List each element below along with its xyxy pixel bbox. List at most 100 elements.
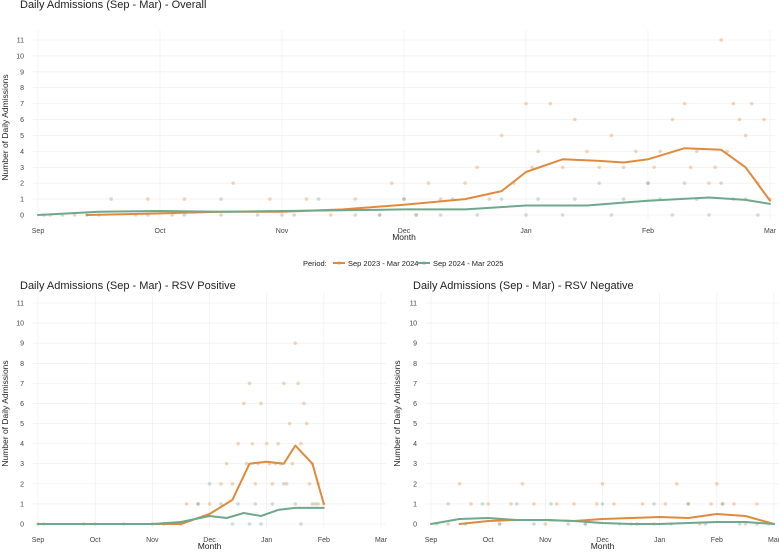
data-point (524, 213, 528, 217)
data-point (554, 502, 559, 506)
data-point (259, 401, 263, 406)
data-point (707, 181, 711, 185)
data-point (480, 502, 485, 506)
legend: Period: Sep 2023 - Mar 2024 Sep 2024 - Mar… (303, 259, 503, 268)
data-point (514, 502, 519, 506)
data-point (219, 197, 223, 201)
data-point (573, 197, 577, 201)
data-point (600, 482, 605, 486)
panel-rsv-positive: Daily Admissions (Sep - Mar) - RSV Posit… (0, 280, 388, 551)
data-point (253, 482, 258, 486)
legend-item-label: Sep 2023 - Mar 2024 (348, 259, 418, 268)
data-point (640, 502, 645, 506)
data-point (244, 461, 249, 466)
data-point (414, 213, 419, 217)
data-point (583, 522, 588, 526)
y-tick-label: 7 (413, 381, 417, 388)
data-point (247, 381, 252, 386)
y-tick-label: 0 (20, 522, 24, 529)
trend-line (430, 517, 775, 525)
x-tick-label: Dec (398, 228, 411, 235)
data-point (290, 461, 295, 466)
data-point (686, 502, 691, 506)
data-point (353, 213, 358, 217)
y-tick-label: 0 (20, 213, 24, 220)
y-tick-label: 5 (413, 421, 417, 428)
y-tick-label: 1 (20, 197, 24, 204)
y-tick-label: 5 (20, 421, 24, 428)
y-tick-label: 1 (20, 501, 24, 508)
data-point (302, 401, 306, 406)
data-point (446, 522, 450, 526)
data-point (756, 213, 760, 217)
data-point (247, 522, 252, 526)
data-point (146, 197, 150, 201)
data-point (230, 522, 235, 526)
data-point (524, 101, 528, 106)
y-tick-label: 10 (16, 53, 24, 60)
data-point (499, 133, 504, 138)
data-point (287, 421, 292, 426)
data-point (438, 213, 443, 217)
x-tick-label: Feb (642, 228, 654, 235)
data-point (270, 482, 275, 486)
data-point (634, 149, 638, 154)
data-point (737, 522, 742, 526)
data-point (743, 522, 748, 526)
chart-title: Daily Admissions (Sep - Mar) - RSV Negat… (413, 280, 634, 292)
data-point (737, 117, 742, 122)
trend-line (37, 196, 771, 216)
data-point (566, 522, 570, 526)
y-tick-label: 8 (20, 85, 24, 92)
y-tick-label: 9 (413, 341, 417, 348)
y-tick-label: 6 (20, 117, 24, 124)
y-tick-label: 0 (413, 522, 417, 529)
data-point (536, 149, 540, 154)
y-tick-label: 3 (20, 461, 24, 468)
data-point (597, 181, 601, 185)
x-tick-label: Feb (318, 537, 330, 544)
data-point (743, 133, 748, 138)
data-point (707, 213, 711, 217)
x-axis-label: Month (591, 541, 615, 551)
data-point (755, 502, 759, 506)
data-point (486, 502, 490, 506)
data-point (463, 181, 467, 185)
data-point (487, 197, 492, 201)
data-point (282, 482, 286, 486)
legend-swatch-point (422, 261, 426, 265)
data-point (293, 341, 298, 345)
y-axis-label: Number of Daily Admissions (0, 360, 10, 466)
data-point (725, 149, 730, 154)
chart-title: Daily Admissions (Sep - Mar) - RSV Posit… (20, 280, 236, 292)
data-point (713, 165, 717, 170)
x-tick-label: Nov (539, 537, 552, 544)
data-point (720, 502, 725, 506)
x-tick-label: Oct (483, 537, 494, 544)
x-tick-label: Mar (764, 228, 777, 235)
data-point (585, 149, 589, 154)
y-tick-label: 10 (409, 321, 417, 328)
y-tick-label: 11 (410, 301, 417, 308)
legend-item-label: Sep 2024 - Mar 2025 (433, 259, 503, 268)
data-point (296, 381, 300, 386)
data-point (293, 502, 298, 506)
data-point (219, 502, 223, 506)
data-point (426, 181, 431, 185)
x-tick-label: Dec (203, 537, 216, 544)
data-point (732, 502, 736, 506)
data-point (560, 165, 565, 170)
data-point (414, 213, 419, 217)
data-point (688, 165, 693, 170)
data-point (652, 502, 656, 506)
data-point (600, 502, 605, 506)
data-point (720, 502, 725, 506)
data-point (762, 117, 766, 122)
data-point (652, 165, 656, 170)
data-point (280, 213, 284, 217)
y-tick-label: 11 (17, 301, 24, 308)
data-point (207, 502, 212, 506)
y-tick-label: 8 (20, 361, 24, 368)
data-point (270, 502, 275, 506)
data-point (609, 213, 614, 217)
